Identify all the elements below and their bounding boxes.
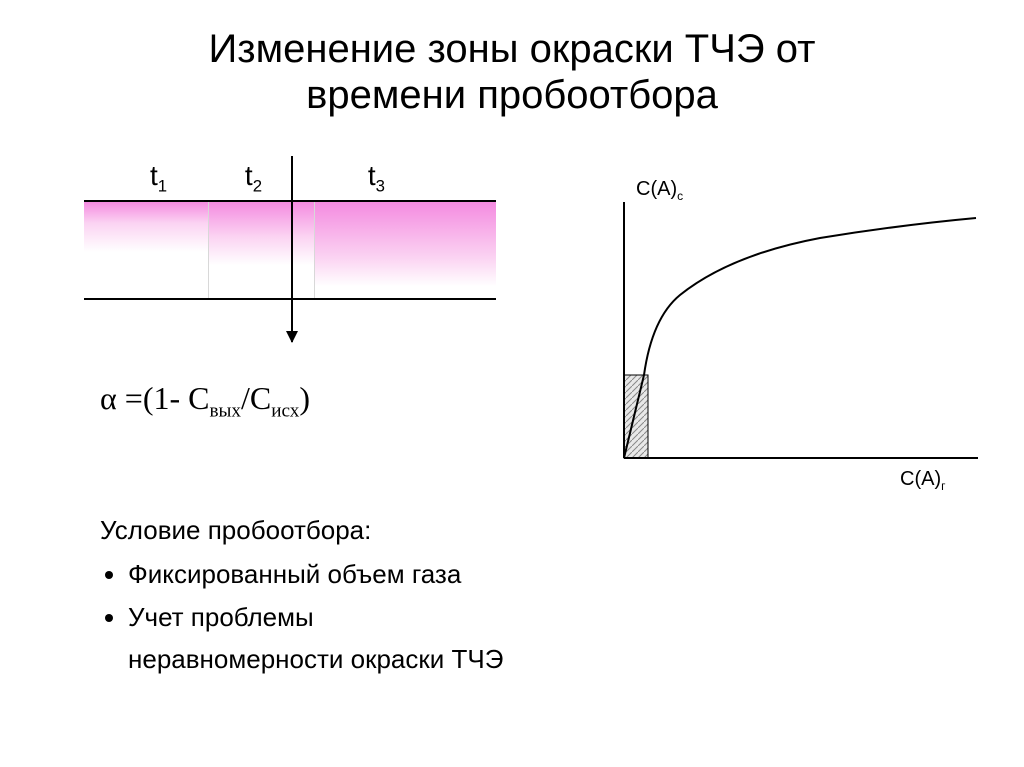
x-axis-label: С(А)г	[900, 468, 946, 493]
list-item: Учет проблемы	[128, 597, 503, 637]
conditions-tail: неравномерности окраски ТЧЭ	[128, 639, 503, 679]
list-item: Фиксированный объем газа	[128, 554, 503, 594]
conditions-block: Условие пробоотбора: Фиксированный объем…	[100, 510, 503, 679]
tube-segment	[84, 202, 208, 298]
curve-chart	[620, 180, 980, 480]
title-line-1: Изменение зоны окраски ТЧЭ от	[209, 27, 816, 71]
time-labels-row: t1 t2 t3	[120, 160, 480, 197]
slide-title: Изменение зоны окраски ТЧЭ от времени пр…	[0, 26, 1024, 118]
title-line-2: времени пробоотбора	[306, 73, 718, 117]
tube-segment	[208, 202, 315, 298]
tube-segment	[314, 202, 496, 298]
tube-diagram	[84, 200, 496, 300]
alpha-formula: α =(1- Свых/Сисх)	[100, 380, 310, 422]
t2-label: t2	[245, 160, 262, 197]
conditions-title: Условие пробоотбора:	[100, 510, 503, 550]
conditions-list: Фиксированный объем газа Учет проблемы	[100, 554, 503, 637]
t3-label: t3	[368, 160, 385, 197]
downward-arrow	[291, 156, 293, 342]
t1-label: t1	[150, 160, 167, 197]
